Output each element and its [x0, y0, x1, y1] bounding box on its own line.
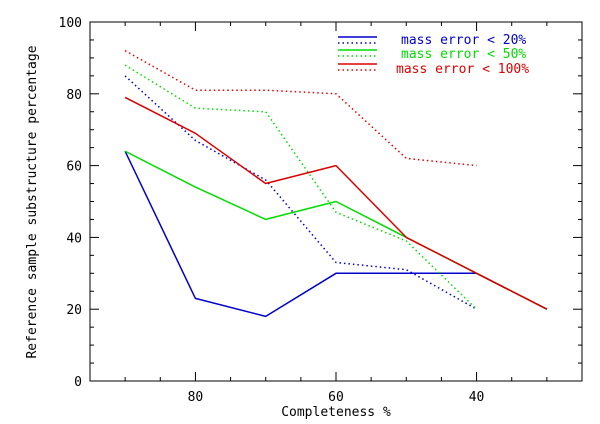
series-line-1-dotted: [124, 75, 477, 310]
series-group: [124, 50, 548, 318]
legend-label-0: mass error < 20%: [401, 33, 526, 48]
series-line-0-solid: [124, 150, 548, 318]
legend-label-2: mass error < 100%: [396, 62, 529, 77]
legend-label-1: mass error < 50%: [401, 47, 526, 62]
x-tick-label: 60: [328, 390, 344, 405]
tick-labels: 0 20 40 60 80 100 80 60 40: [59, 16, 485, 405]
y-tick-label: 0: [74, 375, 82, 390]
y-tick-label: 60: [66, 160, 82, 175]
y-tick-label: 20: [66, 303, 82, 318]
y-tick-label: 40: [66, 231, 82, 246]
legend: mass error < 20% mass error < 50% mass e…: [338, 33, 529, 77]
x-axis-label: Completeness %: [281, 405, 391, 420]
series-line-2-solid: [124, 150, 548, 310]
axis-ticks: [90, 21, 582, 382]
y-tick-label: 100: [59, 16, 82, 31]
x-tick-label: 40: [469, 390, 485, 405]
series-line-4-solid: [124, 96, 548, 310]
series-line-3-dotted: [124, 64, 478, 310]
y-axis-label: Reference sample substructure percentage: [25, 45, 40, 358]
series-line-5-dotted: [124, 50, 477, 167]
x-tick-label: 80: [188, 390, 204, 405]
y-tick-label: 80: [66, 88, 82, 103]
